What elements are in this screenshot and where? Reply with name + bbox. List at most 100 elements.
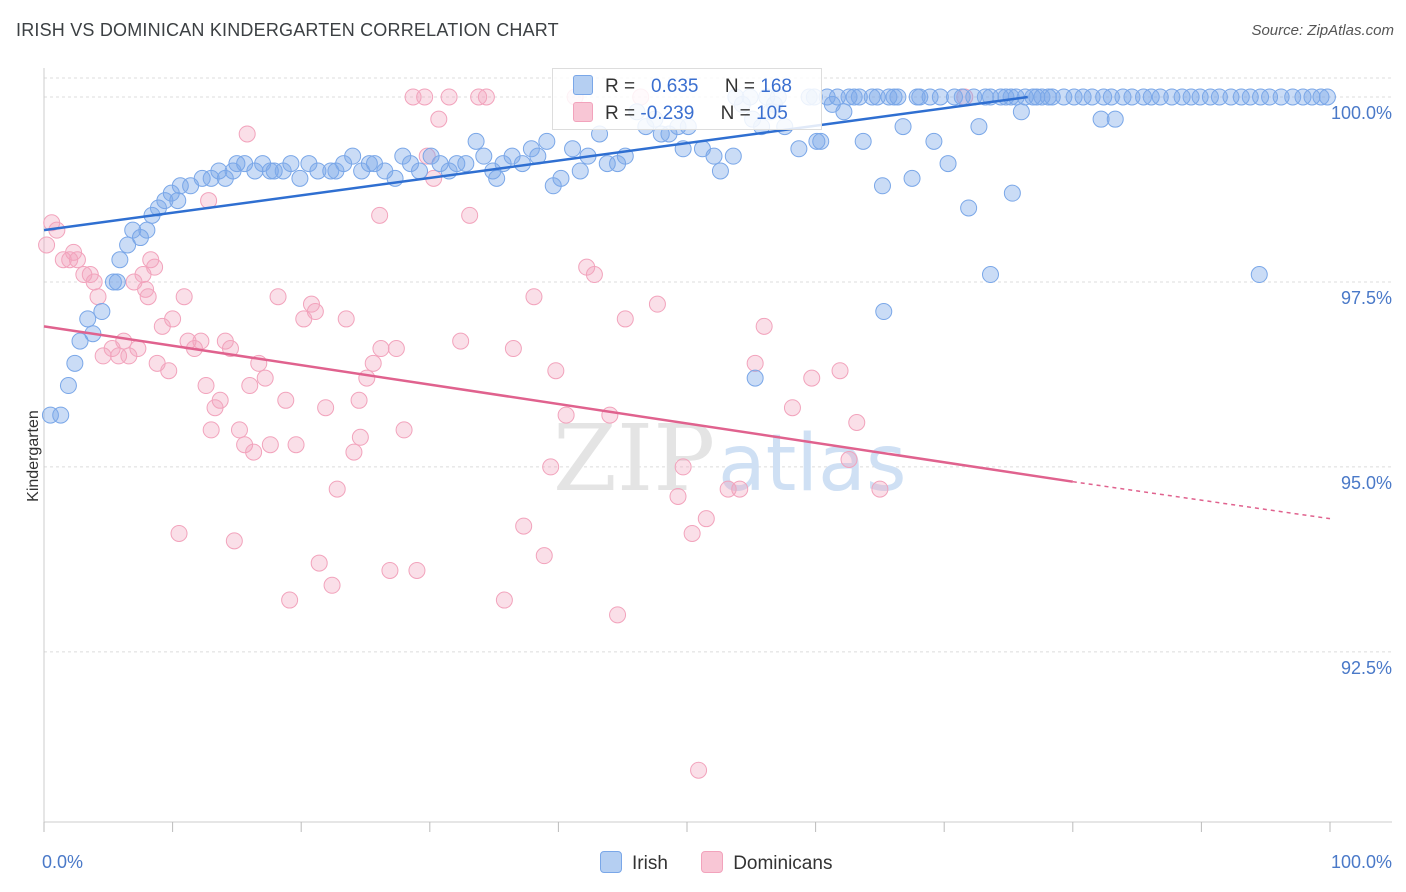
- dominican-point: [89, 288, 107, 306]
- dominican-point: [160, 362, 178, 380]
- dominican-point: [281, 591, 299, 609]
- irish-point: [835, 103, 853, 121]
- irish-point: [1182, 88, 1200, 106]
- irish-point: [344, 147, 362, 165]
- irish-point: [66, 354, 84, 372]
- dominican-point: [345, 443, 363, 461]
- irish-point: [997, 88, 1015, 106]
- legend-irish-label: Irish: [632, 853, 668, 874]
- dominican-point: [848, 414, 866, 432]
- irish-point: [908, 88, 926, 106]
- irish-point: [475, 147, 493, 165]
- irish-point: [538, 132, 556, 150]
- irish-point: [448, 155, 466, 173]
- dominican-point: [197, 377, 215, 395]
- irish-point: [931, 88, 949, 106]
- dominican-point: [85, 273, 103, 291]
- dominican-point: [440, 88, 458, 106]
- dominican-point: [137, 280, 155, 298]
- irish-point: [300, 155, 318, 173]
- irish-point: [1191, 88, 1209, 106]
- irish-point: [1083, 88, 1101, 106]
- irish-point: [921, 88, 939, 106]
- chart-title: IRISH VS DOMINICAN KINDERGARTEN CORRELAT…: [16, 20, 559, 40]
- irish-point: [1312, 88, 1330, 106]
- dominican-point: [690, 761, 708, 779]
- irish-point: [1284, 88, 1302, 106]
- irish-point: [79, 310, 97, 328]
- dominican-point: [202, 421, 220, 439]
- dominican-point: [175, 288, 193, 306]
- irish-n-value: 168: [760, 76, 792, 97]
- x-tick-max: 100.0%: [1330, 852, 1392, 872]
- irish-point: [1210, 88, 1228, 106]
- dominican-point: [381, 561, 399, 579]
- dominican-point: [306, 303, 324, 321]
- irish-point: [1065, 88, 1083, 106]
- dominican-point: [542, 458, 560, 476]
- dominican-n-value: 105: [756, 103, 788, 124]
- irish-point: [488, 169, 506, 187]
- dominican-point: [387, 340, 405, 358]
- legend-dominicans-swatch: [701, 851, 724, 873]
- dominican-point: [601, 406, 619, 424]
- irish-point: [171, 177, 189, 195]
- irish-point: [1252, 88, 1270, 106]
- irish-trend-line: [43, 95, 1028, 232]
- irish-point: [335, 155, 353, 173]
- irish-point: [903, 169, 921, 187]
- irish-point: [1318, 88, 1336, 106]
- dominican-point: [871, 480, 889, 498]
- legend-item-irish[interactable]: Irish: [600, 851, 668, 875]
- dominican-point: [461, 206, 479, 224]
- irish-point: [552, 169, 570, 187]
- irish-point: [1123, 88, 1141, 106]
- dominican-point: [221, 340, 239, 358]
- dominican-point: [683, 524, 701, 542]
- irish-point: [41, 406, 59, 424]
- irish-r-label: R =: [605, 76, 636, 97]
- irish-point: [850, 88, 868, 106]
- irish-point: [138, 221, 156, 239]
- dominican-point: [230, 421, 248, 439]
- irish-point: [411, 162, 429, 180]
- irish-point: [970, 118, 988, 136]
- dominican-point: [68, 251, 86, 269]
- dominican-point: [515, 517, 533, 535]
- irish-n-label: N =: [724, 76, 756, 97]
- y-tick-label: 95.0%: [1340, 472, 1392, 493]
- irish-point: [1294, 88, 1312, 106]
- irish-point: [945, 88, 963, 106]
- dominican-point: [328, 480, 346, 498]
- irish-point: [265, 162, 283, 180]
- series-legend: Irish Dominicans: [600, 851, 860, 875]
- dominican-point: [350, 391, 368, 409]
- irish-point: [1151, 88, 1169, 106]
- irish-point: [467, 132, 485, 150]
- dominican-point: [674, 458, 692, 476]
- irish-point: [1028, 88, 1046, 106]
- irish-point: [854, 132, 872, 150]
- dominican-point: [256, 369, 274, 387]
- source-label: Source: ZipAtlas.com: [1251, 22, 1394, 39]
- irish-point: [812, 132, 830, 150]
- irish-point: [790, 140, 808, 158]
- dominican-point: [648, 295, 666, 313]
- irish-point: [1092, 110, 1110, 128]
- irish-point: [1003, 184, 1021, 202]
- irish-point: [104, 273, 122, 291]
- irish-point: [457, 155, 475, 173]
- irish-point: [108, 273, 126, 291]
- dominican-point: [408, 561, 426, 579]
- legend-item-dominicans[interactable]: Dominicans: [701, 851, 832, 875]
- dominican-point: [404, 88, 422, 106]
- irish-point: [1222, 88, 1240, 106]
- irish-point: [1012, 103, 1030, 121]
- stats-legend: R = 0.635 N = 168 R = -0.239 N = 105: [552, 68, 822, 130]
- irish-point: [746, 369, 764, 387]
- dominican-point: [277, 391, 295, 409]
- irish-point: [939, 155, 957, 173]
- dominican-point: [430, 110, 448, 128]
- dominican-point: [755, 317, 773, 335]
- irish-point: [1303, 88, 1321, 106]
